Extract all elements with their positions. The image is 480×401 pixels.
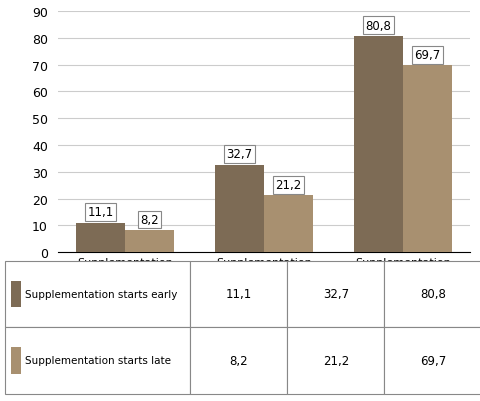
Bar [76,223,125,253]
Bar [11,348,21,374]
Text: 11,1: 11,1 [87,206,114,219]
Text: 8,2: 8,2 [229,354,248,367]
Text: 80,8: 80,8 [420,288,446,301]
Bar [216,165,264,253]
Text: 21,2: 21,2 [323,354,349,367]
Text: Supplementation starts late: Supplementation starts late [25,356,171,366]
Text: 21,2: 21,2 [275,179,301,192]
Text: 69,7: 69,7 [420,354,446,367]
Bar [190,261,287,327]
Text: 32,7: 32,7 [227,148,253,161]
Bar [384,261,480,327]
Bar [190,327,287,394]
Text: 69,7: 69,7 [414,49,441,62]
Text: Supplementation starts early: Supplementation starts early [25,289,177,299]
Text: 32,7: 32,7 [323,288,349,301]
Bar [125,231,174,253]
Bar [287,327,384,394]
Bar [403,66,452,253]
Text: 80,8: 80,8 [366,20,392,32]
Bar [5,261,190,327]
Text: 11,1: 11,1 [225,288,252,301]
Bar [264,196,312,253]
Bar [287,261,384,327]
Bar [384,327,480,394]
Text: 8,2: 8,2 [140,214,159,227]
Bar [5,327,190,394]
Bar [354,36,403,253]
Bar [11,281,21,307]
